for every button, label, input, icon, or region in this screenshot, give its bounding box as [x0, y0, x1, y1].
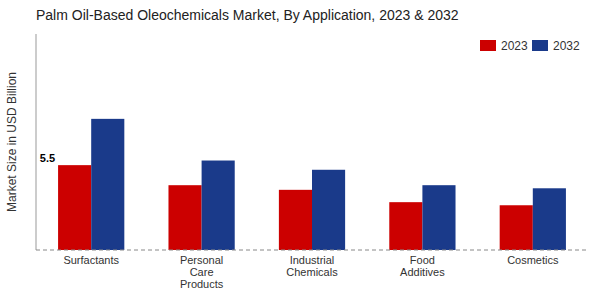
bar [389, 202, 422, 250]
x-tick-label: Surfactants [63, 254, 119, 266]
bar [312, 170, 345, 250]
bar [422, 185, 455, 250]
bar [58, 165, 91, 250]
x-tick-label: FoodAdditives [400, 254, 445, 278]
x-tick-label: IndustrialChemicals [286, 254, 338, 278]
bar [202, 161, 235, 250]
baseline [36, 250, 588, 251]
legend-swatch [532, 40, 548, 51]
y-axis-label: Market Size in USD Billion [5, 72, 19, 212]
chart-svg: Surfactants PersonalCareProducts Industria… [0, 0, 600, 300]
legend-label: 2032 [553, 39, 580, 53]
bars [58, 119, 566, 250]
bar [533, 188, 566, 250]
legend-label: 2023 [501, 39, 528, 53]
x-tick-label: PersonalCareProducts [180, 254, 224, 290]
bar [279, 190, 312, 250]
bar [500, 205, 533, 250]
bar [91, 119, 124, 250]
chart-container: Surfactants PersonalCareProducts Industria… [0, 0, 600, 300]
x-tick-label: Cosmetics [507, 254, 559, 266]
annotation: 5.5 [40, 152, 55, 164]
y-axis-line [36, 34, 37, 250]
legend-swatch [480, 40, 496, 51]
legend: 2023 2032 [480, 39, 580, 53]
bar [168, 185, 201, 250]
title: Palm Oil-Based Oleochemicals Market, By … [36, 7, 459, 23]
